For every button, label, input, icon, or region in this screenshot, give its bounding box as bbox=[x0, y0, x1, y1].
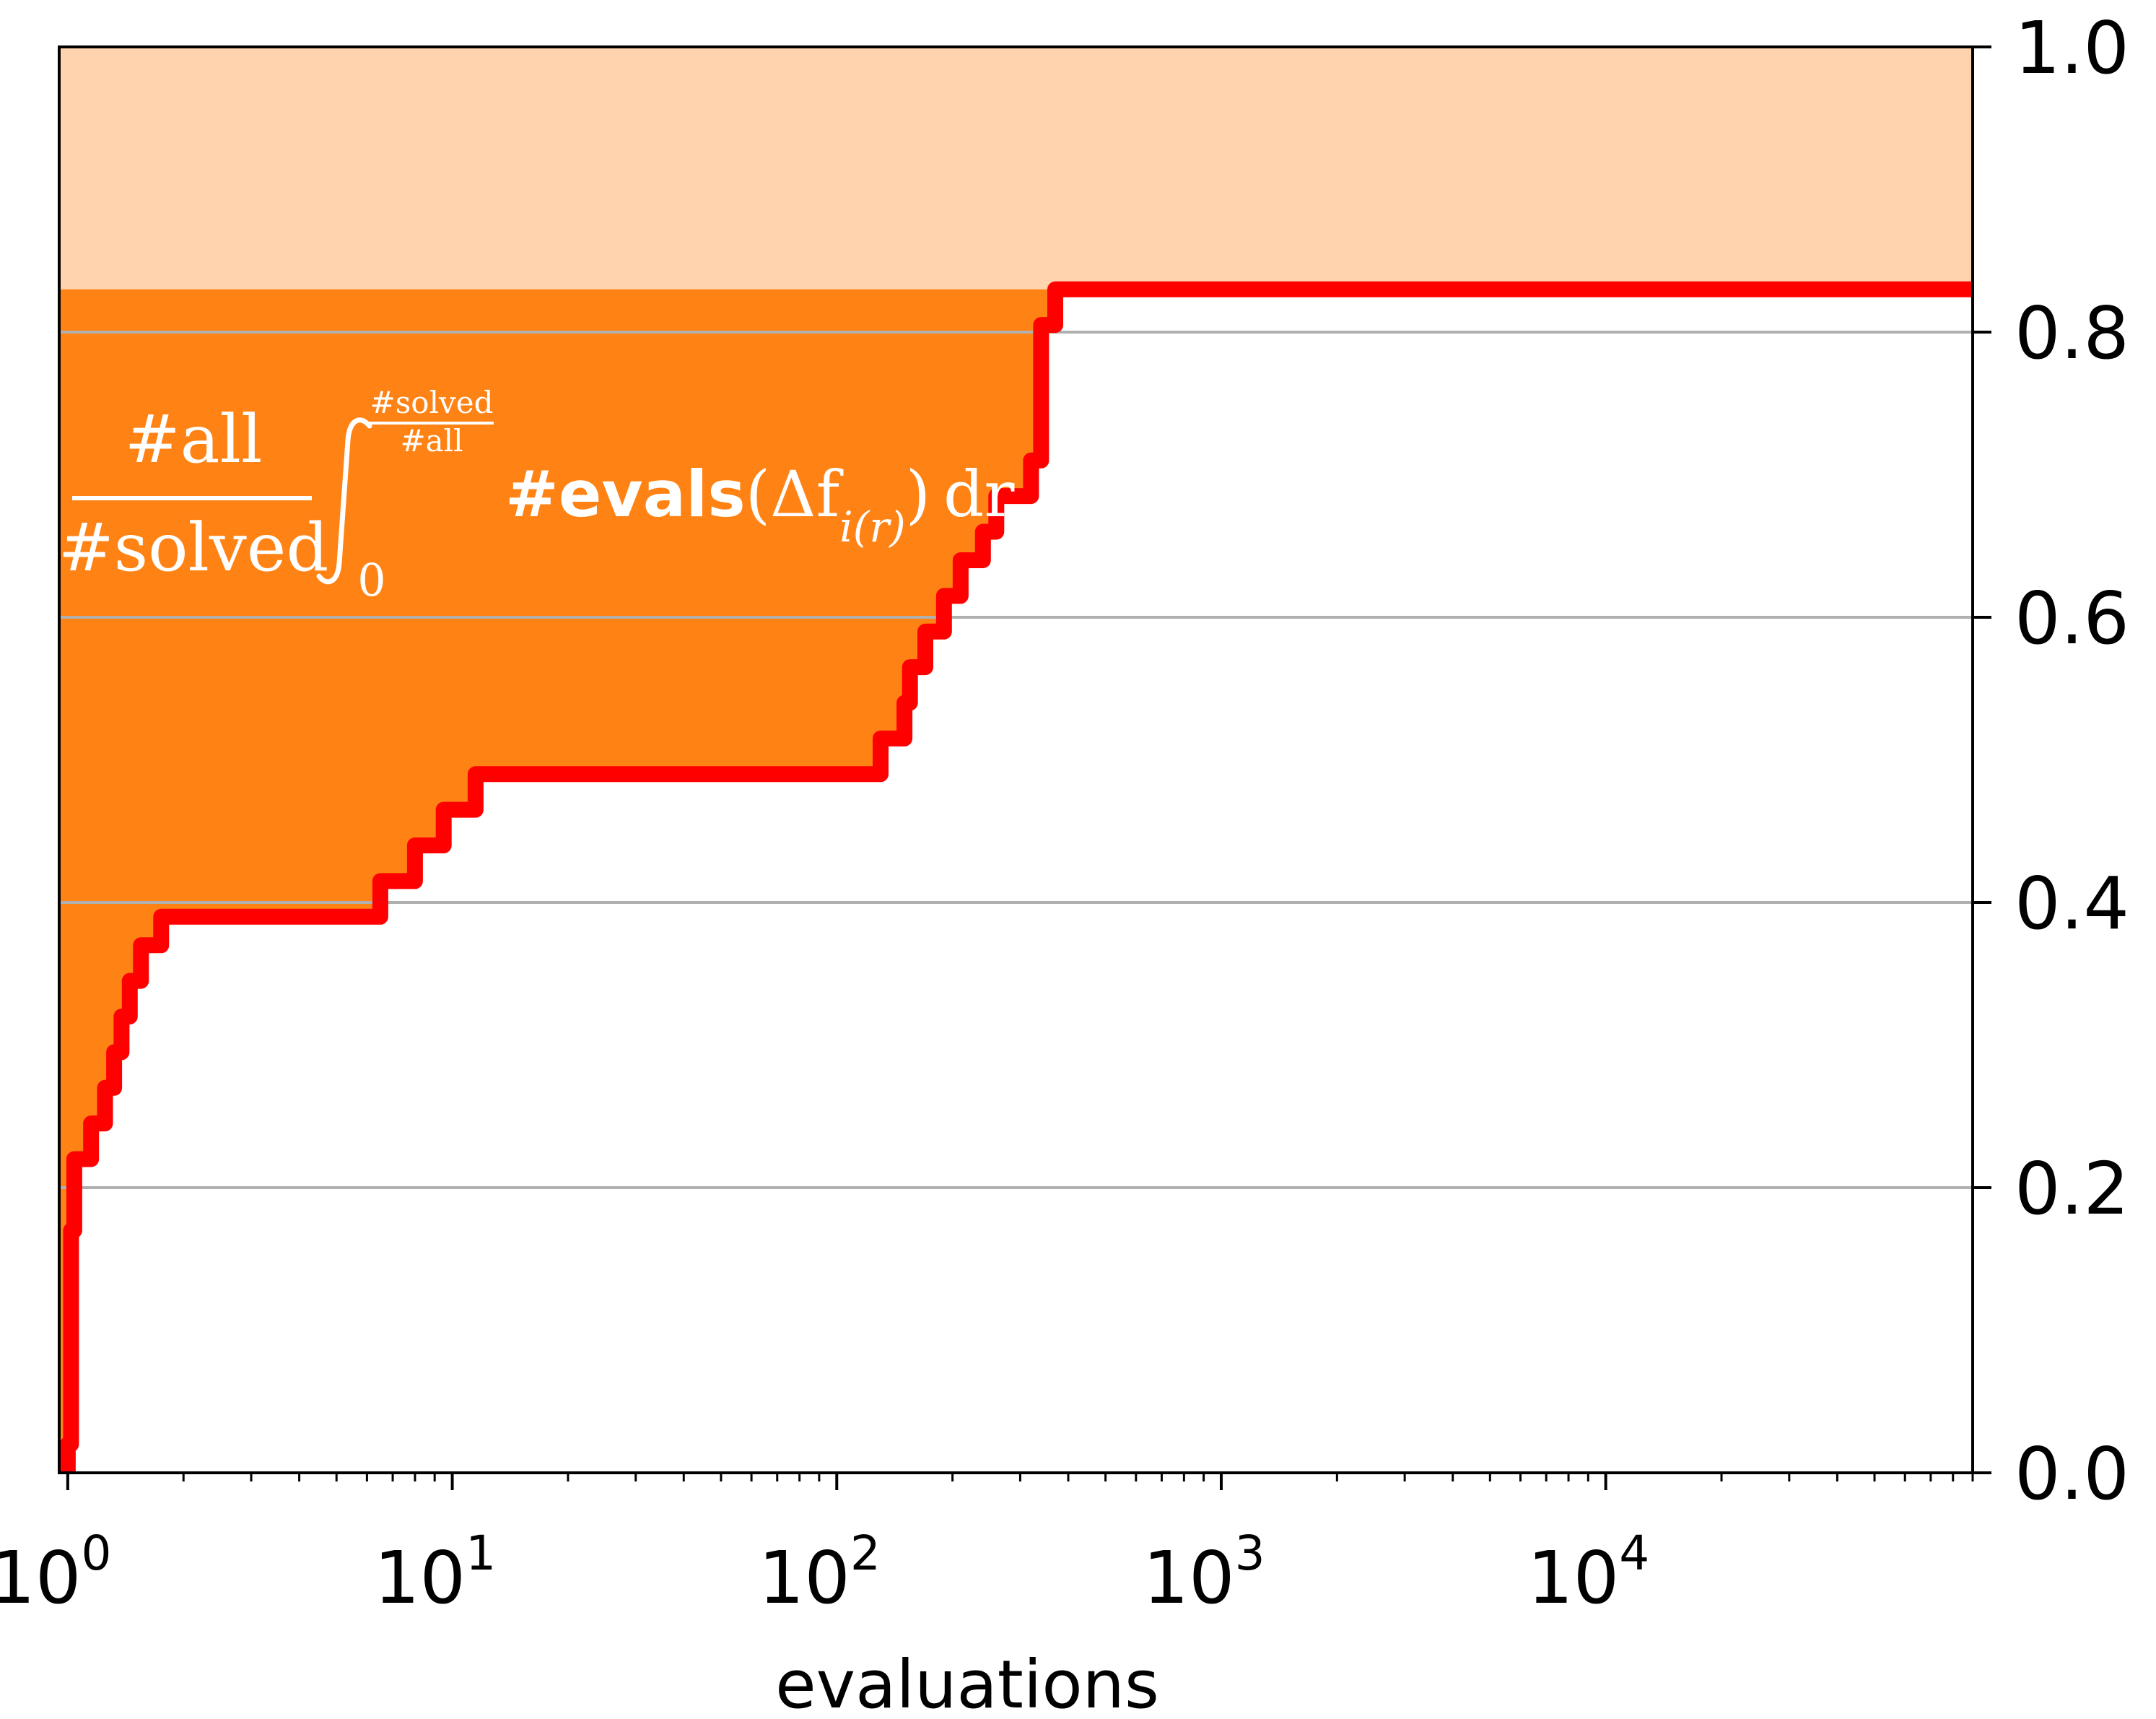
y-tick-label-1: 0.2 bbox=[2015, 1146, 2129, 1231]
y-tick-label-5: 1.0 bbox=[2015, 6, 2129, 90]
formula-argument: (Δf bbox=[746, 457, 844, 531]
y-tick-label-3: 0.6 bbox=[2015, 576, 2129, 661]
ecdf-line bbox=[59, 281, 1973, 1473]
formula-differential: dr bbox=[943, 457, 1015, 531]
x-tick-label-1: 101 bbox=[374, 1526, 496, 1620]
x-tick-label-4: 104 bbox=[1527, 1526, 1649, 1620]
formula-evals: #evals bbox=[505, 457, 746, 531]
plot-area bbox=[59, 47, 1973, 1473]
formula-subscript: i(r) bbox=[839, 502, 906, 552]
formula-denominator: #solved bbox=[58, 509, 328, 586]
y-tick-label-0: 0.0 bbox=[2015, 1432, 2129, 1516]
formula-integrand: #evals(Δfi(r)) dr bbox=[505, 457, 1015, 552]
x-tick-label-3: 103 bbox=[1143, 1526, 1265, 1620]
y-axis: 0.0 0.2 0.4 0.6 0.8 1.0 bbox=[1973, 6, 2129, 1516]
unsolved-band bbox=[59, 47, 1973, 290]
x-axis-label: evaluations bbox=[775, 1646, 1159, 1719]
area-formula: #all #solved #solved #all 0 #evals(Δfi(r… bbox=[58, 385, 1016, 606]
plot-frame bbox=[58, 45, 1974, 1474]
y-tick-label-2: 0.4 bbox=[2015, 861, 2129, 946]
formula-close: ) bbox=[906, 457, 930, 531]
integral-lower-limit: 0 bbox=[357, 554, 385, 606]
integral-upper-denominator: #all bbox=[400, 423, 463, 458]
x-axis: 100 101 102 103 104 bbox=[0, 1473, 1974, 1620]
integral-upper-numerator: #solved bbox=[370, 385, 494, 420]
area-above-curve bbox=[59, 289, 1055, 1473]
integral-sign-icon bbox=[316, 417, 372, 585]
x-tick-label-2: 102 bbox=[759, 1526, 881, 1620]
x-tick-label-0: 100 bbox=[0, 1526, 111, 1620]
y-tick-label-4: 0.8 bbox=[2015, 291, 2129, 375]
formula-numerator: #all bbox=[125, 401, 263, 478]
